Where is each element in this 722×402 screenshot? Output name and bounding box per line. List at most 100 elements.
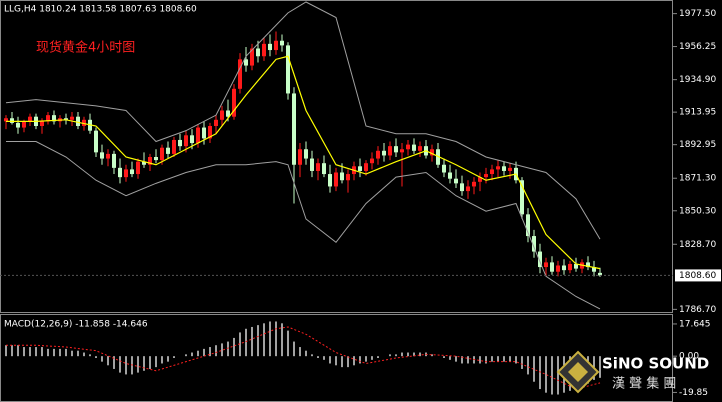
candle-body	[70, 116, 74, 120]
candle-body	[220, 110, 224, 120]
candle-body	[550, 262, 554, 272]
candle-body	[502, 166, 506, 171]
y-tick-label: 1977.50	[679, 9, 716, 19]
candle-body	[250, 48, 254, 66]
candle-body	[328, 174, 332, 187]
candle-body	[256, 48, 260, 57]
y-tick-label: 1850.30	[679, 206, 716, 216]
candle-body	[112, 153, 116, 168]
candle-body	[334, 172, 338, 187]
candle-body	[244, 59, 248, 66]
candle-body	[322, 163, 326, 175]
candle-body	[556, 265, 560, 272]
candle-body	[382, 150, 386, 156]
candle-body	[412, 144, 416, 151]
candle-body	[118, 167, 122, 178]
candle-body	[304, 149, 308, 159]
price-frame	[0, 0, 673, 313]
candle-body	[238, 59, 242, 89]
candle-body	[184, 135, 188, 147]
y-tick-label: -19.85	[679, 388, 708, 398]
candle-body	[448, 172, 452, 179]
candle-body	[154, 157, 158, 161]
candle-body	[64, 118, 68, 120]
candle-body	[394, 146, 398, 153]
candle-body	[268, 43, 272, 51]
candle-body	[586, 262, 590, 268]
candle-body	[136, 161, 140, 175]
candle-body	[106, 153, 110, 159]
candle-body	[520, 180, 524, 215]
candle-body	[124, 169, 128, 178]
candle-body	[82, 119, 86, 126]
candle-body	[4, 118, 8, 122]
candle-body	[454, 178, 458, 184]
candle-body	[274, 40, 278, 51]
logo-subtitle: 漢 聲 集 團	[612, 376, 676, 392]
candle-body	[166, 147, 170, 154]
chart-title: LLG,H4 1810.24 1813.58 1807.63 1808.60	[4, 5, 197, 15]
candle-body	[388, 146, 392, 156]
candle-body	[358, 166, 362, 171]
candle-body	[538, 251, 542, 268]
candle-body	[100, 152, 104, 159]
candle-body	[484, 174, 488, 178]
current-price-label: 1808.60	[679, 271, 716, 281]
candle-body	[592, 267, 596, 272]
y-tick-label: 1913.95	[679, 108, 716, 118]
candle-body	[298, 149, 302, 165]
candle-body	[280, 40, 284, 46]
y-tick-label: 0.00	[679, 352, 699, 362]
candle-body	[568, 263, 572, 271]
candle-body	[16, 122, 20, 128]
candle-body	[208, 126, 212, 139]
candle-body	[214, 119, 218, 126]
candle-body	[148, 157, 152, 165]
candle-body	[364, 163, 368, 171]
y-tick-label: 1828.70	[679, 240, 716, 250]
candle-body	[40, 121, 44, 126]
annotation: 现货黄金4小时图	[36, 40, 135, 56]
y-tick-label: 1892.95	[679, 140, 716, 150]
candle-body	[544, 262, 548, 268]
candle-body	[418, 146, 422, 151]
candle-body	[142, 161, 146, 165]
candle-body	[52, 115, 56, 122]
candle-body	[190, 135, 194, 144]
candle-body	[442, 164, 446, 173]
candle-body	[292, 93, 296, 165]
candle-body	[46, 115, 50, 122]
macd-label: MACD(12,26,9) -11.858 -14.646	[4, 320, 148, 330]
logo-name: SiNO SOUND	[602, 355, 709, 373]
candle-body	[316, 163, 320, 171]
y-tick-label: 1786.70	[679, 305, 716, 315]
candle-body	[10, 118, 14, 123]
y-tick-label: 1934.90	[679, 75, 716, 85]
candle-body	[130, 169, 134, 175]
candle-body	[532, 236, 536, 252]
candle-body	[232, 88, 236, 117]
candle-body	[574, 263, 578, 269]
candle-body	[430, 149, 434, 156]
candle-body	[262, 43, 266, 57]
y-tick-label: 1956.25	[679, 42, 716, 52]
candle-body	[370, 158, 374, 164]
candle-body	[376, 150, 380, 159]
candle-body	[406, 144, 410, 150]
candle-body	[508, 167, 512, 171]
candle-body	[466, 186, 470, 192]
y-tick-label: 17.645	[679, 319, 711, 329]
candle-body	[346, 174, 350, 181]
candle-body	[526, 214, 530, 237]
candle-body	[226, 110, 230, 117]
logo: SiNO SOUND 漢 聲 集 團	[556, 350, 709, 394]
candle-body	[562, 265, 566, 271]
candle-body	[160, 147, 164, 161]
candle-body	[202, 127, 206, 139]
candle-body	[76, 116, 80, 126]
candle-body	[460, 183, 464, 192]
candle-body	[472, 181, 476, 187]
candle-body	[490, 169, 494, 175]
